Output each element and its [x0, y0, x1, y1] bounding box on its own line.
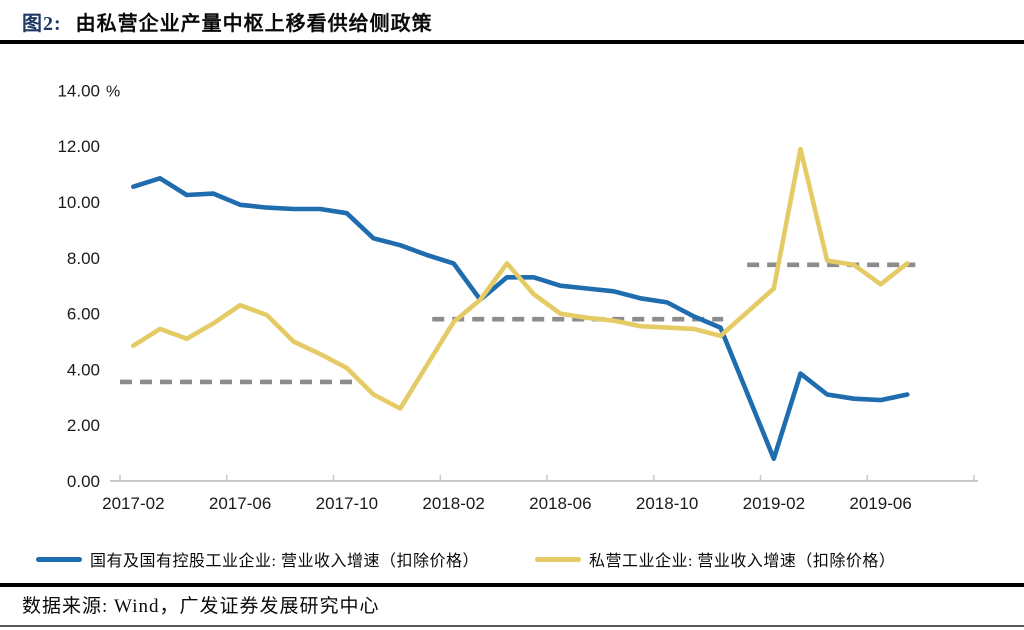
page-title: 由私营企业产量中枢上移看供给侧政策 [75, 13, 433, 35]
x-axis-tick-label: 2019-06 [849, 494, 911, 513]
title-divider-rule [0, 40, 1024, 44]
soe-line-swatch-icon [36, 556, 82, 562]
y-axis-tick-label: 10.00 [57, 193, 100, 212]
x-axis-tick-label: 2018-02 [422, 494, 484, 513]
private-line-swatch-icon [534, 556, 581, 562]
legend-item-soe: 国有及国有控股工业企业: 营业收入增速（扣除价格） [36, 547, 479, 571]
chart-area: 0.00 2.00 4.00 6.00 8.00 10.00 12.00 14.00% 2017… [0, 46, 1024, 540]
legend-divider-rule [0, 583, 1024, 587]
x-axis-tick-label: 2018-10 [636, 494, 698, 513]
y-axis-tick-label: 14.00 [57, 81, 100, 100]
x-axis-tick-label: 2018-06 [529, 494, 591, 513]
x-axis-tick-label: 2017-06 [209, 494, 271, 513]
x-axis-tick-label: 2019-02 [743, 494, 805, 513]
x-axis-tick-label: 2017-10 [316, 494, 378, 513]
figure-title: 图2: 由私营企业产量中枢上移看供给侧政策 [22, 7, 1014, 36]
legend-item-private: 私营工业企业: 营业收入增速（扣除价格） [534, 547, 896, 571]
chart-legend: 国有及国有控股工业企业: 营业收入增速（扣除价格） 私营工业企业: 营业收入增速… [0, 545, 1024, 573]
y-axis-tick-label: 12.00 [57, 137, 100, 156]
data-source-note: 数据来源: Wind，广发证券发展研究中心 [22, 596, 380, 617]
line-chart: 0.00 2.00 4.00 6.00 8.00 10.00 12.00 14.00 % 2017… [57, 81, 978, 513]
y-axis-tick-label: 8.00 [67, 249, 100, 268]
private-revenue-growth-line [131, 146, 910, 411]
legend-label-private: 私营工业企业: 营业收入增速（扣除价格） [588, 553, 896, 570]
legend-label-soe: 国有及国有控股工业企业: 营业收入增速（扣除价格） [90, 553, 479, 570]
y-axis-tick-label: 4.00 [67, 360, 100, 379]
x-axis-tick-label: 2017-02 [102, 494, 164, 513]
figure-number-label: 图2: [22, 13, 62, 35]
y-axis-tick-label: 2.00 [67, 416, 100, 435]
y-axis-tick-label: 0.00 [67, 472, 100, 491]
y-axis-tick-label: 6.00 [67, 305, 100, 324]
bottom-border-rule [0, 625, 1024, 627]
y-axis-unit-label: % [106, 83, 120, 100]
